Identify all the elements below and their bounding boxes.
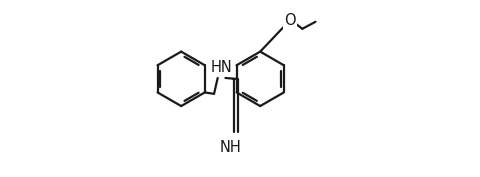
Text: O: O: [284, 13, 296, 28]
Text: HN: HN: [210, 60, 232, 75]
Text: NH: NH: [219, 140, 241, 155]
